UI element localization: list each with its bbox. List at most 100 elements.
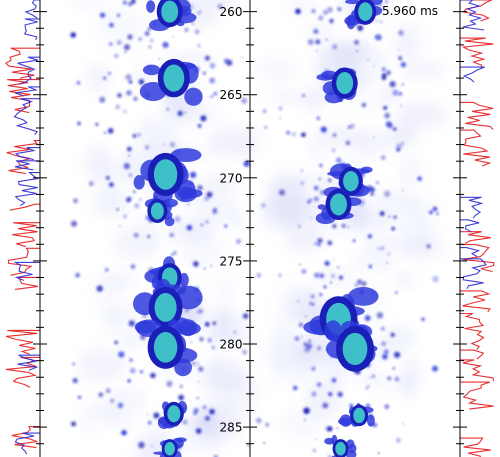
speck [76,80,81,85]
speck [379,211,385,216]
speck [335,157,342,164]
speck [341,224,346,228]
speck [264,126,267,129]
speck [421,317,425,322]
speck [200,10,203,13]
speck [394,376,400,382]
haze-patch [395,212,438,251]
speck [213,91,218,96]
speck [357,25,364,31]
speck [432,206,438,212]
speck [367,234,372,239]
speck [376,181,379,185]
haze-patch [370,189,419,213]
haze-patch [362,235,398,256]
speck [279,117,282,119]
cluster-outer [348,286,379,306]
speck [361,102,366,108]
speck [337,7,342,12]
speck [72,362,75,366]
speck [96,285,103,292]
speck [204,322,210,327]
speck [210,95,214,98]
speck [278,106,283,111]
right-blue-trace [460,0,487,290]
cluster-center [353,407,365,424]
haze-patch [279,214,301,231]
speck [395,291,398,294]
speck [122,0,127,5]
speck [189,171,197,179]
speck [127,34,133,40]
speck [224,224,228,228]
speck [109,22,114,28]
speck [316,49,318,52]
speck [389,81,396,88]
speck [128,80,133,84]
cluster-outer [344,0,361,5]
haze-patch [318,271,351,284]
speck [337,391,343,397]
speck [304,315,307,318]
speck [148,421,152,425]
speck [307,200,311,204]
speck [391,226,395,231]
speck [146,413,149,416]
speck [374,35,377,39]
speck [336,427,339,429]
speck [311,8,316,14]
speck [177,110,183,116]
speck [197,44,201,47]
speck [297,299,300,303]
speck [242,350,247,355]
haze-patch [301,87,328,111]
cluster-outer [133,175,145,190]
speck [327,6,333,13]
speck [298,322,303,327]
speck [354,283,359,288]
speck [124,51,127,53]
speck [134,203,140,209]
speck [202,71,206,75]
speck [300,169,303,172]
speck [191,22,194,25]
cluster-center [343,170,359,192]
speck [398,92,403,96]
cluster-center [163,64,185,92]
speck [186,224,193,231]
cluster [157,401,188,430]
speck [241,97,248,104]
cluster-center [330,193,347,216]
speck [315,39,321,45]
speck [278,273,282,277]
speck [392,89,399,96]
speck [368,264,372,269]
speck [398,56,403,61]
haze-patch [306,19,336,45]
speck [150,445,153,447]
haze-patch [102,305,123,335]
speck [133,232,139,238]
haze-patch [101,270,139,290]
speck [117,93,122,98]
haze-patch [286,0,316,17]
speck [377,247,381,250]
speck [339,275,343,280]
speck [381,246,384,250]
haze-patch [379,85,399,102]
speck [323,285,327,289]
cluster-outer [324,437,335,445]
speck [365,387,368,390]
speck [226,428,230,432]
speck [145,145,149,150]
speck [163,143,166,146]
speck [108,71,111,75]
speck [139,198,142,201]
speck [375,20,378,23]
speck [138,441,145,449]
speck [133,96,138,101]
cluster-outer [174,186,197,203]
speck [265,422,269,427]
speck [174,216,181,223]
speck [129,358,133,362]
